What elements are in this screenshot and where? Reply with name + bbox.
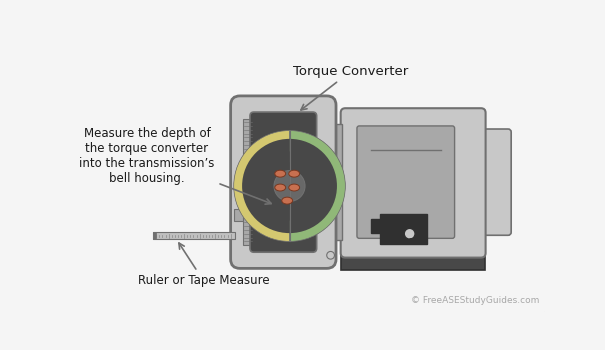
Bar	[325, 124, 342, 240]
Text: © FreeASEStudyGuides.com: © FreeASEStudyGuides.com	[411, 296, 539, 305]
Ellipse shape	[275, 170, 286, 177]
Wedge shape	[290, 131, 345, 242]
Wedge shape	[242, 139, 290, 233]
Circle shape	[274, 170, 305, 201]
Ellipse shape	[275, 184, 286, 191]
Ellipse shape	[282, 197, 293, 204]
Wedge shape	[259, 155, 290, 217]
FancyBboxPatch shape	[341, 108, 486, 258]
Bar	[153, 232, 235, 239]
FancyBboxPatch shape	[73, 40, 547, 314]
Bar	[234, 209, 243, 222]
Wedge shape	[290, 165, 311, 207]
FancyBboxPatch shape	[357, 126, 454, 238]
Wedge shape	[247, 145, 290, 228]
FancyBboxPatch shape	[250, 112, 316, 252]
Bar	[153, 232, 156, 239]
Wedge shape	[275, 172, 290, 200]
Text: Ruler or Tape Measure: Ruler or Tape Measure	[137, 243, 269, 287]
Wedge shape	[290, 172, 304, 200]
Wedge shape	[266, 163, 290, 209]
Wedge shape	[255, 152, 290, 220]
Bar	[341, 253, 485, 270]
Bar	[371, 219, 382, 233]
Circle shape	[327, 251, 335, 259]
Wedge shape	[290, 155, 320, 217]
Circle shape	[409, 238, 414, 243]
FancyBboxPatch shape	[231, 96, 336, 268]
Ellipse shape	[289, 184, 299, 191]
Bar	[243, 119, 254, 245]
Wedge shape	[234, 131, 290, 242]
Circle shape	[404, 228, 415, 239]
Circle shape	[393, 238, 398, 243]
Bar	[380, 215, 427, 244]
Wedge shape	[290, 152, 324, 220]
Text: Measure the depth of
the torque converter
into the transmission’s
bell housing.: Measure the depth of the torque converte…	[79, 127, 271, 204]
Circle shape	[234, 131, 345, 242]
FancyBboxPatch shape	[474, 129, 511, 235]
Wedge shape	[269, 165, 290, 207]
Wedge shape	[290, 145, 332, 228]
Ellipse shape	[289, 170, 299, 177]
Wedge shape	[290, 139, 337, 233]
Wedge shape	[290, 163, 313, 209]
Text: Torque Converter: Torque Converter	[293, 65, 408, 110]
